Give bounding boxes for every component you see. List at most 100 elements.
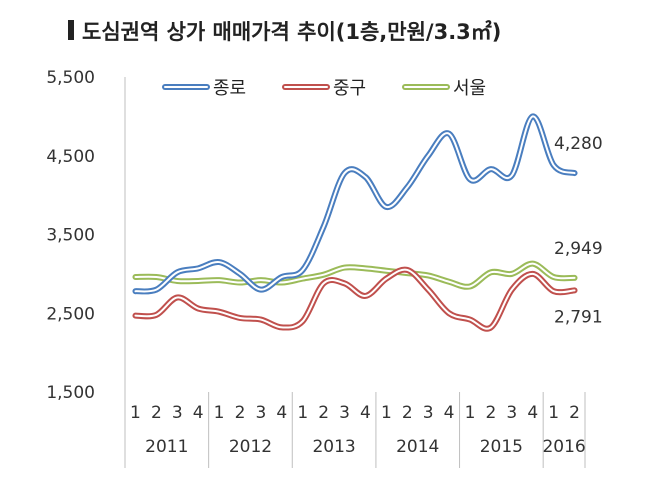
data-point — [490, 327, 491, 328]
data-point — [365, 295, 366, 296]
x-tick-label: 2 — [402, 403, 413, 423]
data-point — [156, 289, 157, 290]
x-tick-label: 3 — [506, 403, 517, 423]
data-point — [407, 269, 408, 270]
data-point — [449, 313, 450, 314]
legend-label: 종로 — [213, 78, 246, 99]
data-point — [302, 269, 303, 270]
x-tick-label: 1 — [297, 403, 308, 423]
data-point — [302, 278, 303, 279]
data-point — [323, 274, 324, 275]
data-point — [574, 277, 575, 278]
data-point — [428, 275, 429, 276]
data-point — [177, 280, 178, 281]
data-point — [428, 289, 429, 290]
x-tick-label: 2 — [151, 403, 162, 423]
legend-item-종로: 종로 — [162, 78, 246, 99]
x-tick-label: 1 — [214, 403, 225, 423]
x-tick-label: 4 — [360, 403, 371, 423]
y-tick-label: 4,500 — [46, 147, 95, 167]
x-tick-label: 3 — [423, 403, 434, 423]
data-point — [302, 321, 303, 322]
data-point — [386, 278, 387, 279]
annotation-종로: 4,280 — [554, 134, 603, 154]
data-point — [470, 286, 471, 287]
data-point — [386, 270, 387, 271]
data-point — [490, 169, 491, 170]
data-point — [449, 281, 450, 282]
y-tick-label: 5,500 — [46, 68, 95, 88]
data-point — [428, 155, 429, 156]
y-tick-label: 3,500 — [46, 226, 95, 246]
data-point — [135, 291, 136, 292]
data-point — [135, 315, 136, 316]
data-point — [490, 272, 491, 273]
data-point — [260, 280, 261, 281]
legend-item-서울: 서울 — [402, 78, 486, 99]
data-point — [240, 317, 241, 318]
x-tick-label: 2 — [235, 403, 246, 423]
x-tick-label: 3 — [172, 403, 183, 423]
data-point — [532, 273, 533, 274]
x-tick-label: 3 — [255, 403, 266, 423]
data-point — [574, 173, 575, 174]
series-line-inner — [134, 268, 576, 330]
data-point — [365, 177, 366, 178]
data-point — [240, 282, 241, 283]
x-tick-label: 2 — [569, 403, 580, 423]
data-point — [260, 289, 261, 290]
data-point — [470, 179, 471, 180]
data-point — [553, 291, 554, 292]
legend-item-중구: 중구 — [282, 78, 366, 99]
x-tick-label: 2 — [318, 403, 329, 423]
data-point — [511, 273, 512, 274]
data-point — [281, 282, 282, 283]
x-year-label: 2014 — [396, 437, 439, 457]
data-point — [407, 187, 408, 188]
data-point — [260, 319, 261, 320]
x-tick-label: 4 — [276, 403, 287, 423]
series-line-inner — [134, 115, 576, 293]
data-point — [323, 283, 324, 284]
series-line-inner — [134, 262, 576, 288]
x-year-label: 2012 — [229, 437, 272, 457]
x-tick-label: 1 — [381, 403, 392, 423]
x-year-label: 2013 — [312, 437, 355, 457]
data-point — [511, 289, 512, 290]
legend: 종로 중구 서울 — [162, 78, 486, 99]
x-year-label: 2011 — [145, 437, 188, 457]
data-point — [532, 263, 533, 264]
title-marker-icon — [68, 20, 74, 40]
data-point — [156, 314, 157, 315]
data-point — [281, 277, 282, 278]
data-point — [574, 290, 575, 291]
data-point — [135, 277, 136, 278]
annotation-서울: 2,949 — [554, 239, 603, 259]
data-point — [344, 173, 345, 174]
data-point — [323, 226, 324, 227]
data-point — [532, 116, 533, 117]
x-tick-label: 4 — [444, 403, 455, 423]
data-point — [240, 273, 241, 274]
chart-title: 도심권역 상가 매매가격 추이(1층,만원/3.3㎡) — [82, 20, 501, 44]
data-point — [198, 280, 199, 281]
data-point — [156, 277, 157, 278]
data-point — [386, 206, 387, 207]
data-point — [365, 268, 366, 269]
data-point — [177, 297, 178, 298]
data-point — [470, 319, 471, 320]
data-point — [219, 280, 220, 281]
x-tick-label: 2 — [485, 403, 496, 423]
x-year-label: 2016 — [542, 437, 585, 457]
x-tick-label: 4 — [527, 403, 538, 423]
data-point — [281, 327, 282, 328]
title-group: 도심권역 상가 매매가격 추이(1층,만원/3.3㎡) — [68, 20, 501, 44]
data-point — [198, 308, 199, 309]
data-point — [198, 268, 199, 269]
legend-label: 중구 — [333, 78, 366, 99]
annotation-layer: 4,280 2,949 2,791 — [554, 134, 603, 327]
series-layer — [132, 113, 578, 332]
